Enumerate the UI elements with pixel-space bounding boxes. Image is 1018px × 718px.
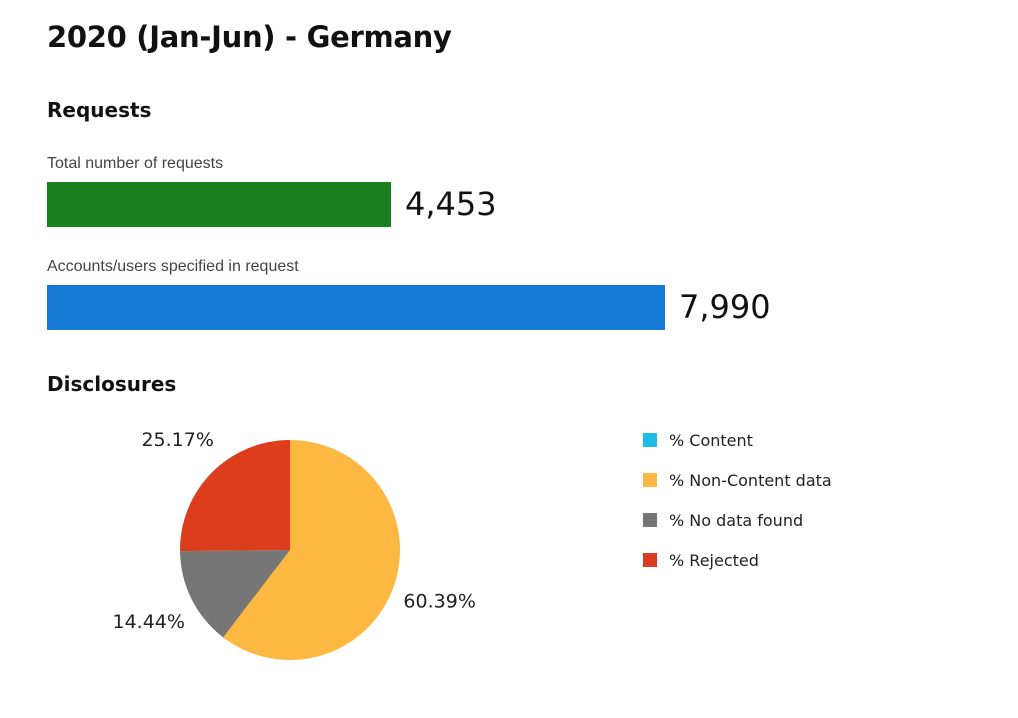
legend-label: % Content (669, 430, 753, 450)
legend-swatch (643, 513, 657, 527)
legend-item: % No data found (643, 500, 832, 540)
bar-total-requests (47, 182, 391, 227)
disclosures-pie-chart: 60.39% 14.44% 25.17% (113, 429, 476, 660)
page-title: 2020 (Jan-Jun) - Germany (47, 20, 452, 54)
bar-accounts-users (47, 285, 665, 330)
legend-label: % Non-Content data (669, 470, 832, 490)
bar-label-accounts: Accounts/users specified in request (47, 258, 299, 275)
legend-item: % Content (643, 420, 832, 460)
legend-swatch (643, 553, 657, 567)
legend-label: % No data found (669, 510, 804, 530)
legend-swatch (643, 433, 657, 447)
pie-data-label: 14.44% (113, 611, 185, 633)
legend-swatch (643, 473, 657, 487)
pie-slice-non-content-data (223, 440, 400, 660)
legend-label: % Rejected (669, 550, 759, 570)
pie-slice-rejected (180, 440, 290, 552)
pie-slice-no-data-found (180, 550, 290, 638)
legend-item: % Rejected (643, 540, 832, 580)
bar-value-total-requests: 4,453 (405, 185, 497, 223)
pie-data-label: 60.39% (403, 591, 475, 613)
legend-item: % Non-Content data (643, 460, 832, 500)
disclosures-heading: Disclosures (47, 372, 177, 396)
pie-legend: % Content % Non-Content data % No data fou… (643, 420, 832, 580)
requests-heading: Requests (47, 98, 152, 122)
bar-value-accounts-users: 7,990 (679, 288, 771, 326)
pie-data-label: 25.17% (141, 429, 213, 451)
bar-label-total-requests: Total number of requests (47, 155, 224, 172)
